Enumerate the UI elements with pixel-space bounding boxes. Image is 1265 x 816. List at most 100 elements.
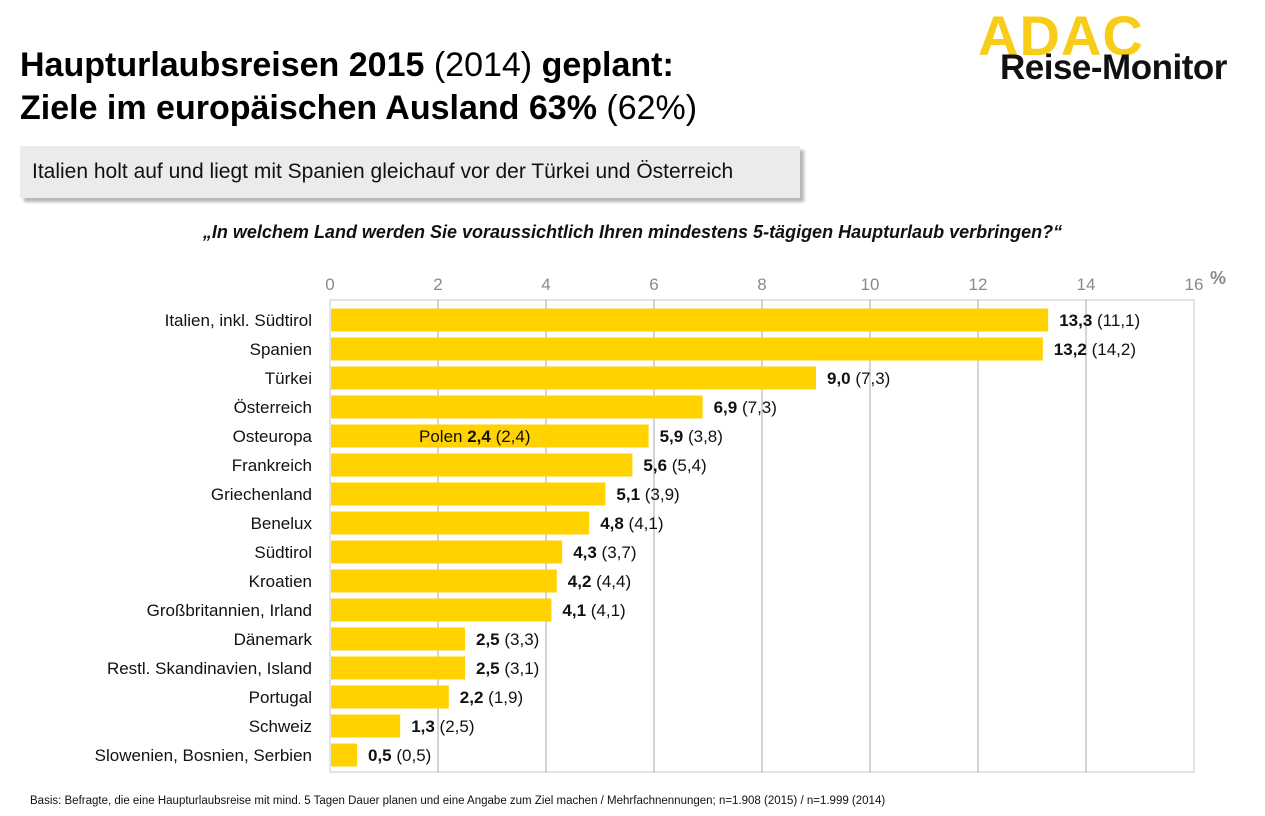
value-2015: 4,8 [600,514,624,533]
bar [331,714,401,738]
value-2014: (4,1) [586,601,626,620]
x-tick-label: 2 [433,275,442,294]
bar [331,366,816,390]
value-label: 5,1 (3,9) [616,485,679,504]
bar [331,337,1043,361]
value-2015: 13,3 [1059,311,1092,330]
logo-product: Reise-Monitor [1000,48,1227,87]
value-2015: 5,1 [616,485,640,504]
value-2015: 5,9 [660,427,684,446]
value-label: 13,3 (11,1) [1059,311,1140,330]
value-label: 1,3 (2,5) [411,717,474,736]
value-2014: (4,1) [624,514,664,533]
value-label: 5,9 (3,8) [660,427,723,446]
bar [331,685,449,709]
bar [331,598,552,622]
value-2014: (3,1) [500,659,540,678]
annotation-value: 2,4 [467,427,491,446]
category-label: Dänemark [234,630,313,649]
x-tick-label: 16 [1185,275,1204,294]
x-axis-unit: % [1210,268,1226,288]
category-label: Benelux [251,514,313,533]
category-label: Südtirol [254,543,312,562]
value-2014: (3,3) [500,630,540,649]
value-2014: (4,4) [591,572,631,591]
bar [331,395,703,419]
value-label: 2,5 (3,3) [476,630,539,649]
subtitle-box: Italien holt auf und liegt mit Spanien g… [20,146,800,198]
category-label: Osteuropa [233,427,313,446]
x-tick-label: 4 [541,275,550,294]
annotation-label: Polen [419,427,467,446]
title-line1-bold: Haupturlaubsreisen 2015 [20,46,425,84]
value-label: 4,1 (4,1) [562,601,625,620]
category-label: Frankreich [232,456,312,475]
x-tick-label: 12 [969,275,988,294]
title-line2-bold: Ziele im europäischen Ausland 63% [20,89,597,127]
category-label: Portugal [249,688,312,707]
value-2014: (1,9) [483,688,523,707]
value-label: 4,8 (4,1) [600,514,663,533]
value-2015: 6,9 [714,398,738,417]
value-label: 2,5 (3,1) [476,659,539,678]
survey-question: „In welchem Land werden Sie voraussichtl… [202,222,1063,242]
x-tick-label: 8 [757,275,766,294]
value-2015: 0,5 [368,746,392,765]
value-2014: (11,1) [1092,311,1140,330]
category-label: Spanien [250,340,312,359]
category-label: Österreich [234,398,312,417]
value-2014: (2,5) [435,717,475,736]
value-2014: (7,3) [851,369,891,388]
bar [331,308,1049,332]
bar-annotation: Polen 2,4 (2,4) [419,427,531,446]
value-label: 2,2 (1,9) [460,688,523,707]
value-label: 4,2 (4,4) [568,572,631,591]
value-2014: (3,9) [640,485,680,504]
category-label: Slowenien, Bosnien, Serbien [95,746,312,765]
title-line2-prev: (62%) [606,89,698,127]
title-line1-end: geplant: [541,46,674,84]
value-2014: (14,2) [1087,340,1136,359]
bar [331,540,563,564]
value-2015: 2,5 [476,659,500,678]
bar [331,482,606,506]
category-label: Italien, inkl. Südtirol [165,311,312,330]
adac-reise-monitor-logo: ADAC Reise-Monitor [978,4,1248,88]
subtitle-text: Italien holt auf und liegt mit Spanien g… [32,160,734,183]
x-tick-label: 0 [325,275,334,294]
value-label: 9,0 (7,3) [827,369,890,388]
x-tick-label: 14 [1077,275,1096,294]
value-2014: (7,3) [737,398,777,417]
page-title: Haupturlaubsreisen 2015 (2014) geplant: Z… [20,44,697,130]
bar [331,453,633,477]
annotation-prev: (2,4) [491,427,531,446]
value-2015: 13,2 [1054,340,1087,359]
value-2015: 2,5 [476,630,500,649]
footnote: Basis: Befragte, die eine Haupturlaubsre… [30,795,886,807]
value-2015: 9,0 [827,369,851,388]
bar [331,627,465,651]
value-2015: 5,6 [643,456,667,475]
logo-brand: ADAC [978,4,1144,67]
value-label: 6,9 (7,3) [714,398,777,417]
bar [331,511,590,535]
value-2015: 4,1 [562,601,586,620]
value-2015: 4,3 [573,543,597,562]
value-2015: 2,2 [460,688,484,707]
bar [331,656,465,680]
category-label: Restl. Skandinavien, Island [107,659,312,678]
bar [331,569,557,593]
value-2014: (3,7) [597,543,637,562]
category-label: Türkei [265,369,312,388]
x-tick-label: 6 [649,275,658,294]
value-label: 5,6 (5,4) [643,456,706,475]
bar [331,743,357,767]
category-label: Schweiz [249,717,312,736]
value-2015: 1,3 [411,717,435,736]
value-2014: (5,4) [667,456,707,475]
value-label: 4,3 (3,7) [573,543,636,562]
value-label: 0,5 (0,5) [368,746,431,765]
category-label: Kroatien [249,572,312,591]
value-2015: 4,2 [568,572,592,591]
